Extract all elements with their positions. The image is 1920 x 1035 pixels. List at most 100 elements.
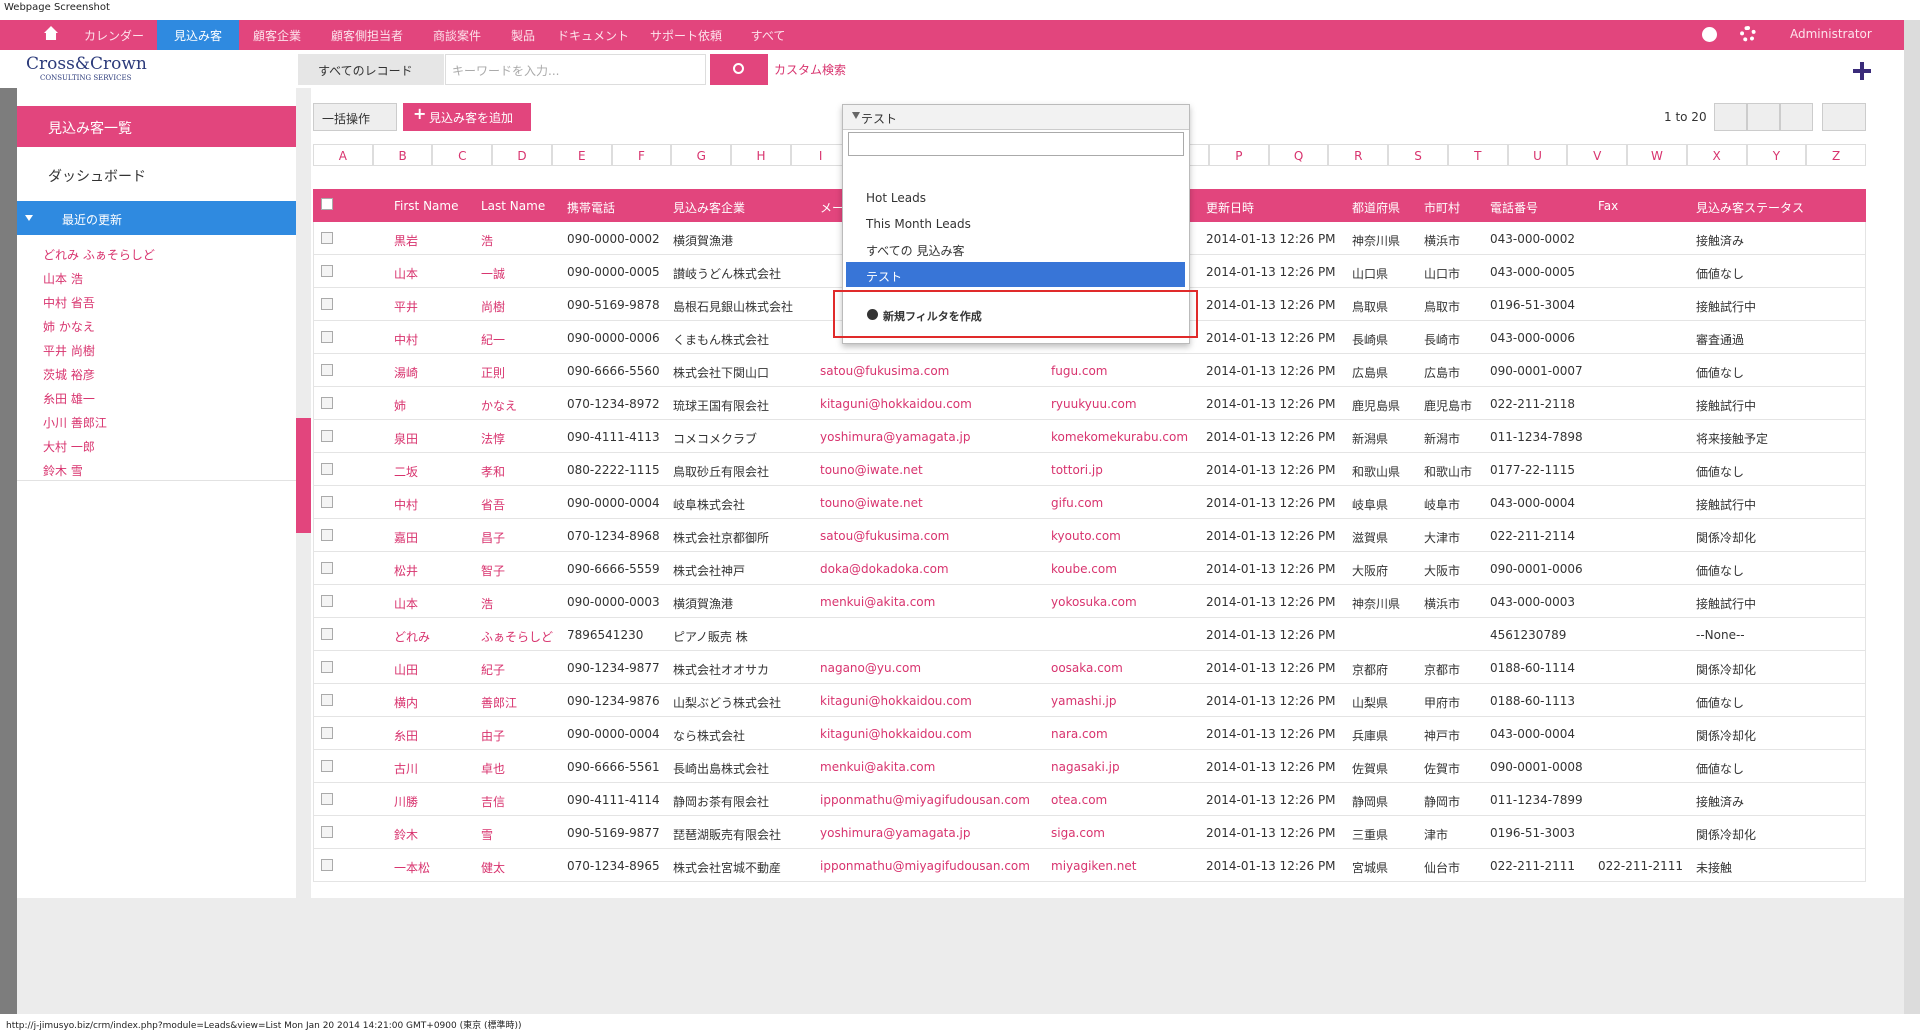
row-checkbox[interactable]: [321, 397, 333, 409]
info-icon[interactable]: [1702, 27, 1717, 42]
filter-option[interactable]: This Month Leads: [866, 217, 971, 231]
table-cell[interactable]: かなえ: [481, 399, 518, 413]
alphabet-filter[interactable]: U: [1507, 144, 1568, 166]
table-cell[interactable]: yoshimura@yamagata.jp: [820, 826, 971, 840]
settings-button[interactable]: [1822, 103, 1866, 131]
row-checkbox[interactable]: [321, 364, 333, 376]
settings-icon[interactable]: [1740, 26, 1756, 42]
recent-item[interactable]: どれみ ふぁそらしど: [43, 248, 155, 262]
nav-item[interactable]: 製品: [510, 29, 535, 43]
search-scope[interactable]: すべてのレコード: [298, 54, 444, 85]
column-header[interactable]: 更新日時: [1206, 201, 1255, 215]
row-checkbox[interactable]: [321, 529, 333, 541]
row-checkbox[interactable]: [321, 232, 333, 244]
recent-item[interactable]: 中村 省吾: [43, 296, 95, 310]
column-header[interactable]: Last Name: [481, 199, 546, 213]
table-cell[interactable]: 山田: [394, 663, 419, 677]
alphabet-filter[interactable]: G: [671, 144, 732, 166]
row-checkbox[interactable]: [321, 496, 333, 508]
user-menu[interactable]: Administrator: [1790, 27, 1872, 41]
sidebar-title[interactable]: 見込み客一覧: [17, 106, 296, 147]
table-cell[interactable]: 一本松: [394, 861, 431, 875]
table-cell[interactable]: 中村: [394, 333, 419, 347]
filter-option[interactable]: Hot Leads: [866, 191, 926, 205]
table-cell[interactable]: ふぁそらしど: [481, 630, 554, 644]
alphabet-filter[interactable]: Y: [1746, 144, 1807, 166]
table-cell[interactable]: ryuukyuu.com: [1051, 397, 1137, 411]
recent-item[interactable]: 姉 かなえ: [43, 320, 95, 334]
table-cell[interactable]: 健太: [481, 861, 506, 875]
table-cell[interactable]: touno@iwate.net: [820, 463, 923, 477]
table-cell[interactable]: 尚樹: [481, 300, 506, 314]
create-filter-link[interactable]: 新規フィルタを作成: [883, 310, 982, 323]
alphabet-filter[interactable]: Q: [1268, 144, 1329, 166]
table-cell[interactable]: 法惇: [481, 432, 506, 446]
alphabet-filter[interactable]: V: [1567, 144, 1628, 166]
table-cell[interactable]: gifu.com: [1051, 496, 1104, 510]
table-cell[interactable]: 松井: [394, 564, 419, 578]
column-header[interactable]: 見込み客企業: [673, 201, 746, 215]
table-cell[interactable]: miyagiken.net: [1051, 859, 1137, 873]
row-checkbox[interactable]: [321, 826, 333, 838]
alphabet-filter[interactable]: R: [1328, 144, 1389, 166]
recent-item[interactable]: 山本 浩: [43, 272, 83, 286]
table-cell[interactable]: 由子: [481, 729, 506, 743]
table-cell[interactable]: 卓也: [481, 762, 506, 776]
table-cell[interactable]: 二坂: [394, 465, 419, 479]
filter-option[interactable]: すべての 見込み客: [866, 244, 965, 258]
table-cell[interactable]: 山本: [394, 597, 419, 611]
row-checkbox[interactable]: [321, 331, 333, 343]
column-header[interactable]: 見込み客ステータス: [1696, 201, 1805, 215]
table-cell[interactable]: touno@iwate.net: [820, 496, 923, 510]
nav-item[interactable]: 顧客側担当者: [330, 29, 403, 43]
sidebar-dashboard[interactable]: ダッシュボード: [48, 169, 146, 185]
table-cell[interactable]: fugu.com: [1051, 364, 1108, 378]
nav-item[interactable]: ドキュメント: [556, 29, 629, 43]
table-cell[interactable]: 昌子: [481, 531, 506, 545]
recent-item[interactable]: 鈴木 雪: [43, 464, 83, 478]
table-cell[interactable]: yamashi.jp: [1051, 694, 1117, 708]
row-checkbox[interactable]: [321, 859, 333, 871]
column-header[interactable]: 電話番号: [1490, 201, 1539, 215]
home-icon[interactable]: [44, 26, 58, 40]
nav-item[interactable]: すべて: [750, 29, 786, 43]
table-cell[interactable]: 古川: [394, 762, 419, 776]
table-cell[interactable]: 省吾: [481, 498, 506, 512]
table-cell[interactable]: 嘉田: [394, 531, 419, 545]
column-header[interactable]: First Name: [394, 199, 459, 213]
table-cell[interactable]: otea.com: [1051, 793, 1108, 807]
table-cell[interactable]: yokosuka.com: [1051, 595, 1137, 609]
row-checkbox[interactable]: [321, 694, 333, 706]
select-all-checkbox[interactable]: [321, 198, 333, 210]
table-cell[interactable]: 紀子: [481, 663, 506, 677]
alphabet-filter[interactable]: S: [1388, 144, 1448, 166]
alphabet-filter[interactable]: T: [1447, 144, 1508, 166]
table-cell[interactable]: menkui@akita.com: [820, 595, 936, 609]
pagination-prev-button[interactable]: [1714, 103, 1747, 131]
table-cell[interactable]: kyouto.com: [1051, 529, 1121, 543]
table-cell[interactable]: nagasaki.jp: [1051, 760, 1120, 774]
table-cell[interactable]: 鈴木: [394, 828, 419, 842]
row-checkbox[interactable]: [321, 595, 333, 607]
table-cell[interactable]: 横内: [394, 696, 419, 710]
table-cell[interactable]: 糸田: [394, 729, 419, 743]
nav-item[interactable]: サポート依頼: [649, 29, 722, 43]
table-cell[interactable]: oosaka.com: [1051, 661, 1123, 675]
table-cell[interactable]: 一誠: [481, 267, 506, 281]
sidebar-toggle[interactable]: [296, 418, 311, 533]
row-checkbox[interactable]: [321, 430, 333, 442]
alphabet-filter[interactable]: F: [611, 144, 672, 166]
alphabet-filter[interactable]: E: [551, 144, 612, 166]
table-cell[interactable]: 平井: [394, 300, 419, 314]
row-checkbox[interactable]: [321, 265, 333, 277]
alphabet-filter[interactable]: X: [1686, 144, 1747, 166]
table-cell[interactable]: doka@dokadoka.com: [820, 562, 949, 576]
table-cell[interactable]: 中村: [394, 498, 419, 512]
bulk-actions-button[interactable]: 一括操作: [313, 103, 397, 131]
table-cell[interactable]: nara.com: [1051, 727, 1108, 741]
recent-item[interactable]: 平井 尚樹: [43, 344, 95, 358]
alphabet-filter[interactable]: A: [313, 144, 373, 166]
filter-search-input[interactable]: [848, 132, 1184, 156]
filter-current[interactable]: テスト: [843, 105, 1189, 130]
alphabet-filter[interactable]: C: [432, 144, 493, 166]
